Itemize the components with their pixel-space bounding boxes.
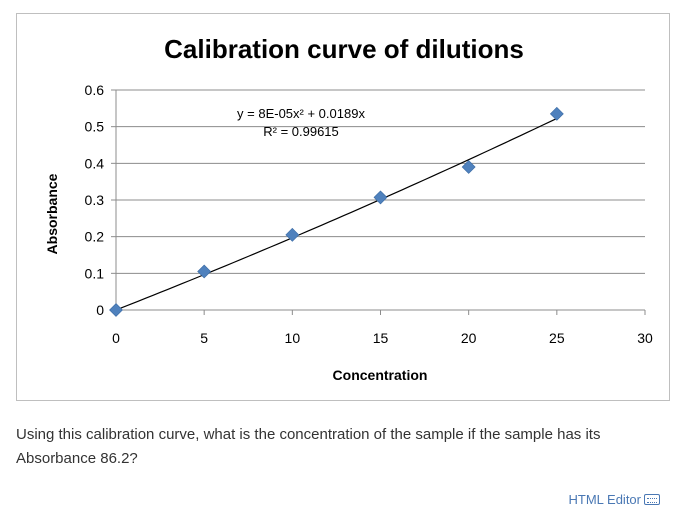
x-tick-label: 0 [112, 330, 120, 346]
trendline [115, 117, 558, 311]
tick-labels: 0 0.1 0.2 0.3 0.4 0.5 0.6 0 5 10 15 20 25 30 [85, 82, 653, 346]
x-tick-label: 5 [200, 330, 208, 346]
y-tick-label: 0.3 [85, 192, 105, 208]
chart-title: Calibration curve of dilutions [164, 34, 524, 64]
grid-lines [116, 89, 645, 274]
x-tick-label: 15 [373, 330, 389, 346]
data-point [461, 160, 476, 174]
trendline-equation: y = 8E-05x² + 0.0189x [237, 106, 365, 121]
r-squared-label: R² = 0.99615 [263, 124, 339, 139]
x-tick-label: 30 [637, 330, 653, 346]
x-tick-label: 25 [549, 330, 565, 346]
calibration-chart: Calibration curve of dilutions 0 0.1 0.2 0.… [44, 34, 653, 383]
y-tick-label: 0 [96, 302, 104, 318]
data-point [197, 264, 212, 279]
y-tick-label: 0.5 [85, 119, 105, 135]
chart-container: Calibration curve of dilutions 0 0.1 0.2 0.… [16, 13, 670, 401]
x-tick-label: 10 [285, 330, 301, 346]
y-tick-label: 0.1 [85, 265, 105, 281]
data-point [285, 227, 300, 242]
question-text: Using this calibration curve, what is th… [16, 426, 601, 467]
data-point [549, 106, 564, 121]
trendline-path [115, 117, 558, 311]
x-axis-label: Concentration [333, 367, 428, 383]
x-tick-label: 20 [461, 330, 477, 346]
html-editor-link[interactable]: HTML Editor [569, 492, 660, 507]
y-tick-label: 0.4 [85, 155, 105, 171]
data-point [109, 303, 123, 317]
html-editor-label: HTML Editor [568, 492, 641, 507]
data-point [373, 190, 388, 205]
data-points [109, 106, 564, 317]
y-tick-label: 0.6 [85, 82, 105, 98]
keyboard-icon [644, 494, 660, 505]
axes [111, 89, 646, 315]
y-tick-label: 0.2 [85, 229, 105, 245]
y-axis-label: Absorbance [44, 173, 60, 254]
